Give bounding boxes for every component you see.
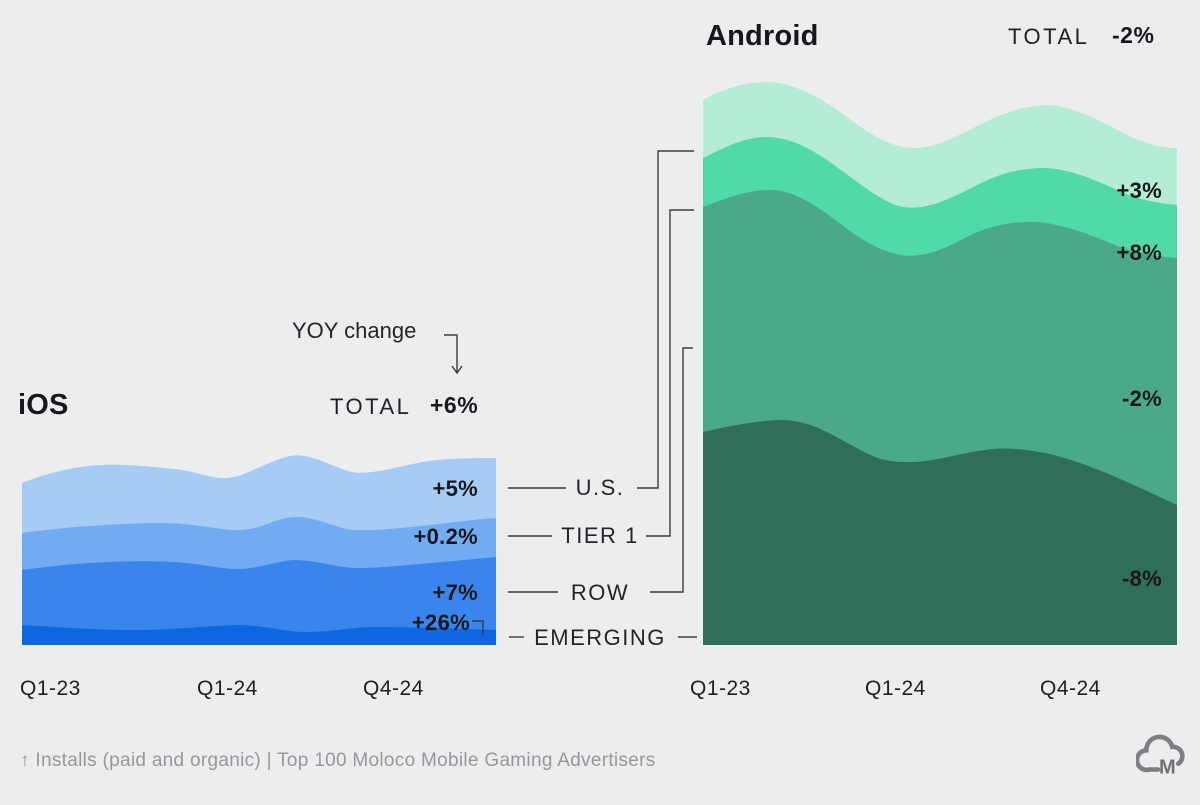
ios-title: iOS [18,389,69,421]
connector-emerging-ios-elbow [472,620,484,635]
android-emerging-area [703,419,1177,645]
yoy-arrow [444,334,458,372]
android-tick-q1-24: Q1-24 [865,677,926,700]
yoy-change-label: YOY change [292,318,417,343]
connector-row-right [650,347,693,593]
region-label-us: U.S. [575,475,625,500]
region-label-tier1: TIER 1 [561,523,639,548]
ios-total-value: +6% [430,392,479,418]
ios-us-change: +5% [432,476,478,501]
moloco-cloud-logo-icon: M [1136,734,1185,779]
android-row-change: -2% [1121,386,1162,411]
region-label-row: ROW [570,580,630,605]
ios-total-label: TOTAL [330,394,412,419]
connector-tier1-right [646,209,694,537]
android-total-label: TOTAL [1008,24,1090,49]
ios-tick-q1-24: Q1-24 [197,677,258,700]
android-tier1-change: +8% [1116,240,1162,265]
logo-letter-m: M [1159,757,1176,779]
ios-stacked-area-chart [22,455,496,645]
ios-emerging-area [22,625,496,645]
android-tick-q4-24: Q4-24 [1040,677,1101,700]
android-title: Android [706,20,819,52]
android-emerging-change: -8% [1121,566,1162,591]
ios-tick-q4-24: Q4-24 [363,677,424,700]
chart-caption: ↑ Installs (paid and organic) | Top 100 … [20,750,656,771]
android-tick-q1-23: Q1-23 [690,677,751,700]
ios-row-change: +7% [432,580,478,605]
yoy-arrowhead [451,365,463,375]
logo-cloud-outline [1136,734,1185,773]
region-label-emerging: EMERGING [534,625,666,650]
ios-emerging-change: +26% [411,610,470,635]
connector-us-right [637,150,694,489]
ios-tier1-change: +0.2% [413,524,478,549]
ios-row-area [22,557,496,645]
android-us-change: +3% [1116,178,1162,203]
ios-tick-q1-23: Q1-23 [20,677,81,700]
android-total-value: -2% [1112,22,1155,48]
android-stacked-area-chart [703,82,1177,645]
